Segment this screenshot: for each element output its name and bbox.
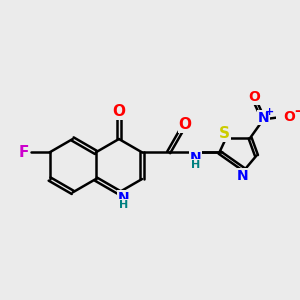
Text: O: O: [283, 110, 295, 124]
Text: S: S: [219, 126, 230, 141]
Text: N: N: [190, 151, 201, 165]
Text: -: -: [295, 104, 300, 118]
Text: O: O: [248, 90, 260, 104]
Text: O: O: [179, 117, 192, 132]
Text: H: H: [191, 160, 200, 170]
Text: N: N: [237, 169, 249, 183]
Text: F: F: [19, 145, 29, 160]
Text: +: +: [265, 107, 274, 118]
Text: N: N: [258, 111, 269, 125]
Text: O: O: [112, 104, 125, 119]
Text: N: N: [118, 191, 129, 205]
Text: H: H: [119, 200, 128, 210]
